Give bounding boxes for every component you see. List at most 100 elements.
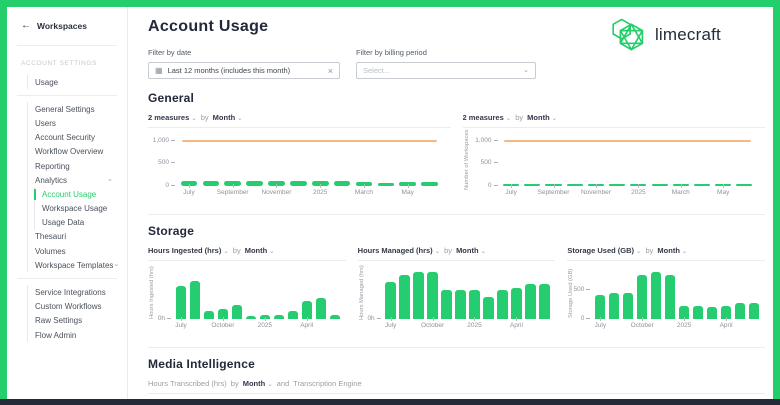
sidebar-item-usage[interactable]: Usage bbox=[28, 75, 119, 89]
measure-dropdown[interactable]: Hours Managed (hrs) ⌄ bbox=[357, 246, 441, 255]
x-axis-label: 2025 bbox=[257, 322, 273, 329]
bar-august bbox=[399, 274, 410, 319]
sidebar-item-label: Raw Settings bbox=[35, 316, 83, 326]
chevron-down-icon: ⌄ bbox=[237, 114, 243, 122]
x-axis-tick bbox=[390, 317, 392, 321]
billing-filter-select[interactable]: Select... ⌄ bbox=[356, 62, 536, 79]
chart-card-storage-used: Storage Used (GB) ⌄ by Month ⌄ Storage Use… bbox=[567, 246, 766, 333]
y-axis-tick: 0h bbox=[148, 315, 171, 322]
chart-plot: 0 500 1,000 July September November 2025 March M… bbox=[148, 134, 451, 196]
sidebar-item-account-usage[interactable]: Account Usage bbox=[34, 187, 119, 201]
x-axis-tick bbox=[684, 317, 686, 321]
measure-dropdown[interactable]: Storage Used (GB) ⌄ bbox=[567, 246, 642, 255]
bar-november bbox=[651, 272, 662, 319]
y-axis-tick: 1,000 bbox=[148, 137, 175, 144]
sidebar-item-label: Analytics bbox=[35, 175, 68, 185]
x-axis-label: 2025 bbox=[312, 189, 328, 196]
group-by-dropdown[interactable]: Month ⌄ bbox=[657, 246, 688, 255]
chart-plot: Number of Workspaces 0 500 1,000 July Septemb… bbox=[463, 130, 766, 196]
sidebar-item-reporting[interactable]: Reporting bbox=[28, 159, 119, 173]
page-title: Account Usage bbox=[148, 18, 269, 35]
x-axis-tick bbox=[432, 317, 434, 321]
chart-plot: Hours Ingested (hrs) 0h July October 2025 Apr… bbox=[148, 267, 346, 329]
date-filter-select[interactable]: ▦ Last 12 months (includes this month) × bbox=[148, 62, 340, 79]
calendar-icon: ▦ bbox=[155, 65, 163, 75]
sidebar-nav-group: Service Integrations Custom Workflows Raw … bbox=[27, 285, 119, 343]
bar-november bbox=[587, 184, 604, 186]
bar-may bbox=[315, 298, 326, 319]
x-axis-label: April bbox=[719, 322, 733, 329]
group-by-dropdown[interactable]: Month ⌄ bbox=[456, 246, 487, 255]
bar-january-2025 bbox=[469, 290, 480, 319]
x-axis-tick bbox=[188, 184, 190, 188]
y-axis-tick: 0 bbox=[148, 182, 175, 189]
x-axis-labels: July September November 2025 March May bbox=[501, 188, 756, 198]
sidebar-item-label: General Settings bbox=[35, 104, 95, 114]
bar-april bbox=[511, 287, 522, 319]
x-axis-tick bbox=[642, 317, 644, 321]
bar-june bbox=[539, 284, 550, 319]
sidebar-item-general-settings[interactable]: General Settings bbox=[28, 102, 119, 116]
sidebar-item-analytics[interactable]: Analytics ⌄ bbox=[28, 173, 119, 187]
sidebar-item-account-security[interactable]: Account Security bbox=[28, 131, 119, 145]
chart-header: Hours Managed (hrs) ⌄ by Month ⌄ bbox=[357, 246, 556, 261]
x-axis-label: July bbox=[594, 322, 607, 329]
sidebar-item-custom-workflows[interactable]: Custom Workflows bbox=[28, 300, 119, 314]
limecraft-logo[interactable]: limecraft bbox=[609, 15, 721, 55]
x-axis-labels: July October 2025 April bbox=[593, 321, 761, 331]
group-by-dropdown[interactable]: Month ⌄ bbox=[244, 246, 275, 255]
bar-september bbox=[224, 181, 241, 186]
clear-icon[interactable]: × bbox=[327, 65, 333, 76]
sidebar-item-label: Flow Admin bbox=[35, 330, 77, 340]
sidebar-item-users[interactable]: Users bbox=[28, 116, 119, 130]
sidebar-item-service-integrations[interactable]: Service Integrations bbox=[28, 285, 119, 299]
bar-february bbox=[333, 181, 351, 186]
measure-dropdown[interactable]: Hours Ingested (hrs) ⌄ bbox=[148, 246, 229, 255]
group-by-dropdown[interactable]: Month ⌄ bbox=[212, 113, 243, 122]
sidebar-item-volumes[interactable]: Volumes bbox=[28, 244, 119, 258]
bar-october bbox=[246, 181, 263, 186]
x-axis-tick bbox=[553, 184, 555, 188]
sidebar-item-workflow-overview[interactable]: Workflow Overview bbox=[28, 145, 119, 159]
bar-march bbox=[706, 306, 718, 319]
x-axis-tick bbox=[516, 317, 518, 321]
bar-february bbox=[273, 314, 284, 319]
group-by-dropdown[interactable]: Month ⌄ bbox=[527, 113, 558, 122]
bar-may bbox=[715, 184, 732, 186]
x-axis-label: April bbox=[300, 322, 314, 329]
chevron-down-icon: ⌄ bbox=[269, 247, 275, 255]
back-to-workspaces-button[interactable]: ← Workspaces bbox=[7, 15, 127, 39]
x-axis-tick bbox=[222, 317, 224, 321]
x-axis-label: March bbox=[671, 189, 690, 196]
bar-march bbox=[497, 290, 508, 319]
sidebar-item-usage-data[interactable]: Usage Data bbox=[35, 216, 119, 230]
measure-dropdown[interactable]: 2 measures ⌄ bbox=[462, 113, 512, 122]
x-axis-label: 2025 bbox=[631, 189, 646, 196]
main-content: limecraft Account Usage Filter by date ▦… bbox=[128, 7, 773, 405]
sidebar-item-workspace-usage[interactable]: Workspace Usage bbox=[35, 202, 119, 216]
bar-august bbox=[524, 184, 541, 186]
sidebar-item-label: Thesauri bbox=[35, 232, 67, 242]
section-title-media: Media Intelligence bbox=[148, 357, 255, 371]
x-axis-label: July bbox=[505, 189, 517, 196]
sidebar-item-flow-admin[interactable]: Flow Admin bbox=[28, 328, 119, 342]
sidebar-item-thesauri[interactable]: Thesauri bbox=[28, 230, 119, 244]
sidebar-item-workspace-templates[interactable]: Workspace Templates ⌄ bbox=[28, 258, 119, 272]
bar-june bbox=[736, 184, 753, 186]
bar-january-2025 bbox=[311, 181, 329, 186]
x-axis-tick bbox=[363, 184, 365, 188]
x-axis-tick bbox=[726, 317, 728, 321]
chart-card-hours-ingested: Hours Ingested (hrs) ⌄ by Month ⌄ Hours In… bbox=[148, 246, 346, 333]
section-media-intelligence: Media Intelligence Hours Transcribed (hr… bbox=[148, 347, 765, 405]
chevron-down-icon: ⌄ bbox=[480, 247, 487, 255]
x-axis-tick bbox=[723, 184, 725, 188]
bar-june bbox=[329, 314, 340, 319]
x-axis-label: May bbox=[717, 189, 730, 196]
divider bbox=[17, 45, 117, 46]
sidebar-item-raw-settings[interactable]: Raw Settings bbox=[28, 314, 119, 328]
bar-august bbox=[609, 293, 620, 319]
measure-dropdown[interactable]: 2 measures ⌄ bbox=[148, 113, 197, 122]
bar-july bbox=[503, 184, 520, 186]
group-by-dropdown[interactable]: Month ⌄ bbox=[242, 379, 273, 388]
filters-row: Filter by date ▦ Last 12 months (include… bbox=[148, 48, 765, 79]
